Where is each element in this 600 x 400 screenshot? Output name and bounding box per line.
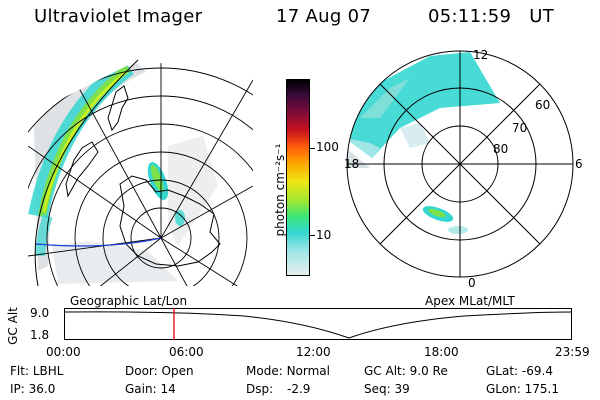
mlt-label-0: 0	[468, 276, 476, 290]
mlat-label-80: 80	[493, 142, 509, 156]
dayside-auroral-emission	[347, 52, 500, 168]
satellite-track	[35, 237, 162, 247]
colorbar-unit-label: photon cm⁻²s⁻¹	[273, 143, 287, 237]
nightside-emission-patch	[422, 206, 468, 234]
right-panel-label: Apex MLat/MLT	[425, 294, 515, 308]
colorbar	[286, 79, 310, 276]
time-tick-1200: 12:00	[296, 345, 331, 359]
left-panel-label: Geographic Lat/Lon	[70, 294, 188, 308]
info-mode: Mode: Normal	[246, 364, 330, 378]
instrument-title: Ultraviolet Imager	[34, 6, 203, 27]
info-gc-alt: GC Alt: 9.0 Re	[364, 364, 448, 378]
colorbar-tick-100	[309, 148, 315, 149]
colorbar-label-10: 10	[316, 228, 332, 242]
altitude-curve	[64, 311, 572, 339]
altitude-tick-low: 1.8	[30, 328, 50, 342]
info-dsp: Dsp: -2.9	[246, 382, 311, 396]
info-seq: Seq: 39	[364, 382, 410, 396]
time-tick-0600: 06:00	[169, 345, 204, 359]
colorbar-label-100: 100	[316, 140, 339, 154]
info-ip: IP: 36.0	[10, 382, 56, 396]
altitude-axis-label: GC Alt	[6, 307, 20, 345]
mlt-label-6: 6	[575, 157, 583, 171]
info-flt: Flt: LBHL	[10, 364, 64, 378]
magnetic-polar-plot	[346, 50, 574, 278]
time-tick-0000: 00:00	[46, 345, 81, 359]
mlat-label-70: 70	[512, 121, 528, 135]
info-door: Door: Open	[125, 364, 194, 378]
geographic-map	[28, 59, 253, 286]
altitude-strip-plot	[64, 308, 572, 340]
info-gain: Gain: 14	[125, 382, 176, 396]
colorbar-tick-10	[309, 235, 315, 236]
info-glat: GLat: -69.4	[486, 364, 553, 378]
mlat-label-60: 60	[535, 98, 551, 112]
longitude-grid	[28, 60, 253, 286]
observation-date: 17 Aug 07	[276, 6, 372, 27]
mlt-grid	[347, 51, 573, 277]
mlt-label-12: 12	[473, 48, 489, 62]
info-glon: GLon: 175.1	[486, 382, 559, 396]
observation-time: 05:11:59 UT	[428, 6, 555, 27]
altitude-tick-high: 9.0	[30, 306, 50, 320]
globe-limb	[34, 59, 139, 286]
mlt-label-18: 18	[344, 157, 360, 171]
time-tick-2359: 23:59	[555, 345, 590, 359]
time-tick-1800: 18:00	[424, 345, 459, 359]
